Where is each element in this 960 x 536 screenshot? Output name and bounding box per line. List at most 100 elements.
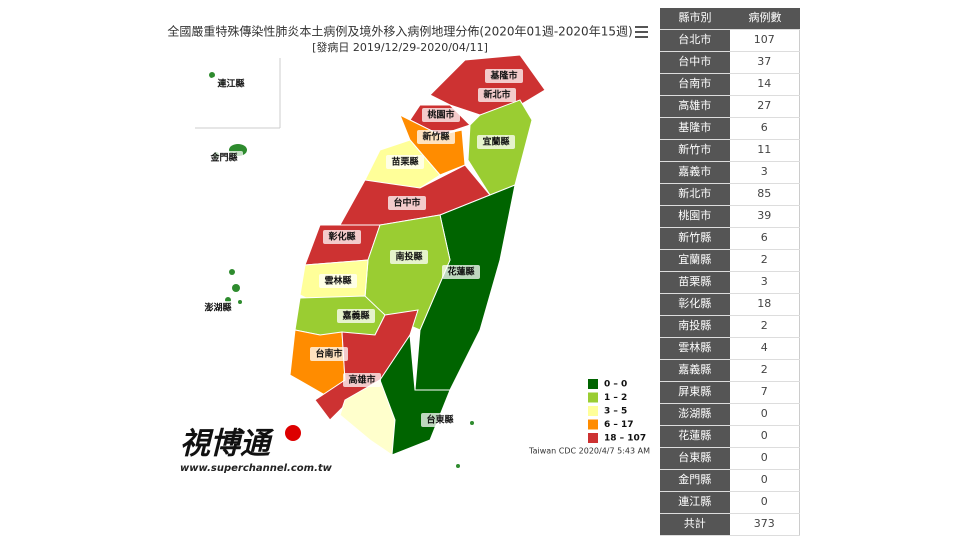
table-cell: 花蓮縣: [660, 426, 730, 447]
table-cell: 39: [729, 206, 800, 227]
table-cell: 雲林縣: [660, 338, 730, 359]
map-view: 全國嚴重特殊傳染性肺炎本土病例及境外移入病例地理分佈(2020年01週-2020…: [167, 24, 650, 475]
label-bg: [343, 373, 381, 387]
table-cell: 高雄市: [660, 96, 730, 117]
label-bg: [478, 88, 516, 102]
legend-label: 6 – 17: [604, 420, 634, 430]
table-row: 新北市 85: [660, 184, 800, 206]
table-row: 台北市 107: [660, 30, 800, 52]
map-title: 全國嚴重特殊傳染性肺炎本土病例及境外移入病例地理分佈(2020年01週-2020…: [167, 24, 632, 39]
label-bg: [319, 274, 357, 288]
legend-label: 1 – 2: [604, 393, 627, 403]
region-label: 台東縣: [426, 414, 453, 426]
table-row: 連江縣 0: [660, 492, 800, 514]
table-cell: 金門縣: [660, 470, 730, 491]
logo-dot: [285, 425, 301, 441]
region-label: 連江縣: [217, 78, 244, 90]
table-cell: 嘉義縣: [660, 360, 730, 381]
table-cell: 6: [729, 228, 800, 249]
label-bg: [323, 230, 361, 244]
table-row: 苗栗縣 3: [660, 272, 800, 294]
region-label: 嘉義縣: [341, 310, 369, 322]
table-cell: 病例數: [730, 8, 800, 29]
region-label: 基隆市: [489, 70, 517, 82]
table-row: 雲林縣 4: [660, 338, 800, 360]
region-label: 南投縣: [395, 251, 422, 263]
legend-swatch: [588, 406, 598, 416]
label-bg: [310, 347, 348, 361]
table-cell: 屏東縣: [660, 382, 730, 403]
table-row: 高雄市 27: [660, 96, 800, 118]
table-cell: 宜蘭縣: [660, 250, 730, 271]
table-cell: 11: [729, 140, 800, 161]
label-bg: [477, 135, 515, 149]
page: 全國嚴重特殊傳染性肺炎本土病例及境外移入病例地理分佈(2020年01週-2020…: [167, 8, 800, 536]
table-row: 宜蘭縣 2: [660, 250, 800, 272]
legend: 0 – 0 1 – 2 3 – 5 6 – 17 18 – 107: [588, 379, 646, 444]
label-bg: [442, 265, 480, 279]
label-bg: [386, 155, 424, 169]
table-cell: 0: [729, 426, 800, 447]
table-cell: 新北市: [660, 184, 730, 205]
table-row: 新竹市 11: [660, 140, 800, 162]
region-label: 新北市: [483, 89, 510, 101]
table-cell: 台中市: [660, 52, 730, 73]
legend-swatch: [588, 392, 598, 403]
label-bg: [337, 309, 375, 323]
table-cell: 6: [729, 118, 800, 139]
table-cell: 新竹市: [660, 140, 730, 161]
legend-swatch: [588, 379, 598, 389]
table-cell: 南投縣: [660, 316, 730, 337]
table-cell: 2: [729, 360, 800, 381]
table-cell: 0: [729, 404, 800, 425]
logo-url: www.superchannel.com.tw: [180, 463, 333, 474]
table-cell: 3: [729, 162, 800, 183]
table-cell: 台南市: [660, 74, 730, 95]
region-label: 高雄市: [348, 374, 375, 386]
region-label: 宜蘭縣: [482, 136, 509, 148]
credit: Taiwan CDC 2020/4/7 5:43 AM: [528, 447, 650, 456]
table-row: 台南市 14: [660, 74, 800, 96]
table-cell: 縣市別: [660, 8, 730, 29]
table-cell: 共計: [660, 514, 730, 535]
table-cell: 澎湖縣: [660, 404, 730, 425]
table-cell: 2: [729, 316, 800, 337]
region-label: 彰化縣: [328, 231, 355, 243]
legend-label: 3 – 5: [604, 407, 627, 417]
table-cell: 373: [729, 514, 800, 535]
legend-swatch: [588, 419, 598, 430]
table-cell: 107: [729, 30, 800, 51]
table-row: 縣市別 病例數: [660, 8, 800, 30]
region-label: 雲林縣: [324, 275, 351, 287]
menu-button[interactable]: [635, 26, 648, 38]
table-cell: 18: [729, 294, 800, 315]
table-cell: 37: [729, 52, 800, 73]
table-row: 新竹縣 6: [660, 228, 800, 250]
table-cell: 嘉義市: [660, 162, 730, 183]
table-row: 花蓮縣 0: [660, 426, 800, 448]
table-row: 共計 373: [660, 514, 800, 536]
table-cell: 連江縣: [660, 492, 730, 513]
table-cell: 0: [729, 448, 800, 469]
inset-dividers: [195, 58, 281, 129]
table-cell: 苗栗縣: [660, 272, 730, 293]
region-label: 花蓮縣: [447, 266, 474, 278]
logo: 視博通: [180, 427, 275, 462]
table-cell: 彰化縣: [660, 294, 730, 315]
table-cell: 2: [729, 250, 800, 271]
data-table: 縣市別 病例數 台北市 107 台中市 37 台南市 14 高雄市 27 基隆市 6 新竹市 11 嘉義市 3…: [660, 8, 800, 536]
region-label: 桃園市: [427, 109, 454, 121]
table-cell: 85: [729, 184, 800, 205]
table-cell: 3: [729, 272, 800, 293]
table-cell: 4: [729, 338, 800, 359]
table-row: 台中市 37: [660, 52, 800, 74]
label-bg: [205, 151, 243, 165]
region-label: 台中市: [393, 197, 420, 209]
table-cell: 14: [729, 74, 800, 95]
table-row: 彰化縣 18: [660, 294, 800, 316]
region-label: 澎湖縣: [204, 302, 231, 314]
table-row: 嘉義縣 2: [660, 360, 800, 382]
table-cell: 0: [729, 492, 800, 513]
label-bg: [390, 250, 428, 264]
